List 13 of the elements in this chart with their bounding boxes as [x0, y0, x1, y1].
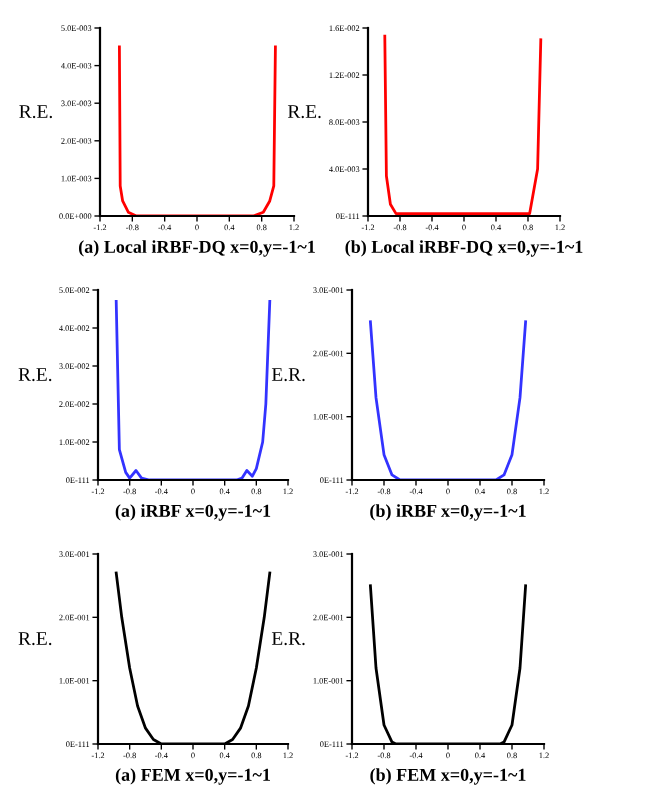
y-axis-title: R.E.	[18, 632, 52, 646]
x-axis-title: (a) iRBF x=0,y=-1~1	[115, 504, 271, 521]
x-axis-title: (a) Local iRBF-DQ x=0,y=-1~1	[79, 240, 315, 257]
y-axis-title: R.E.	[287, 105, 321, 119]
x-axis-title: (b) FEM x=0,y=-1~1	[370, 768, 526, 785]
y-axis-title: E.R.	[271, 632, 305, 646]
y-axis-title: E.R.	[271, 368, 305, 382]
x-axis-title: (b) iRBF x=0,y=-1~1	[370, 504, 526, 521]
x-axis-title: (a) FEM x=0,y=-1~1	[115, 768, 270, 785]
line-series	[383, 34, 543, 216]
y-axis-title: R.E.	[18, 368, 52, 382]
y-axis-title: R.E.	[19, 105, 52, 119]
x-axis-title: (b) Local iRBF-DQ x=0,y=-1~1	[345, 240, 583, 257]
